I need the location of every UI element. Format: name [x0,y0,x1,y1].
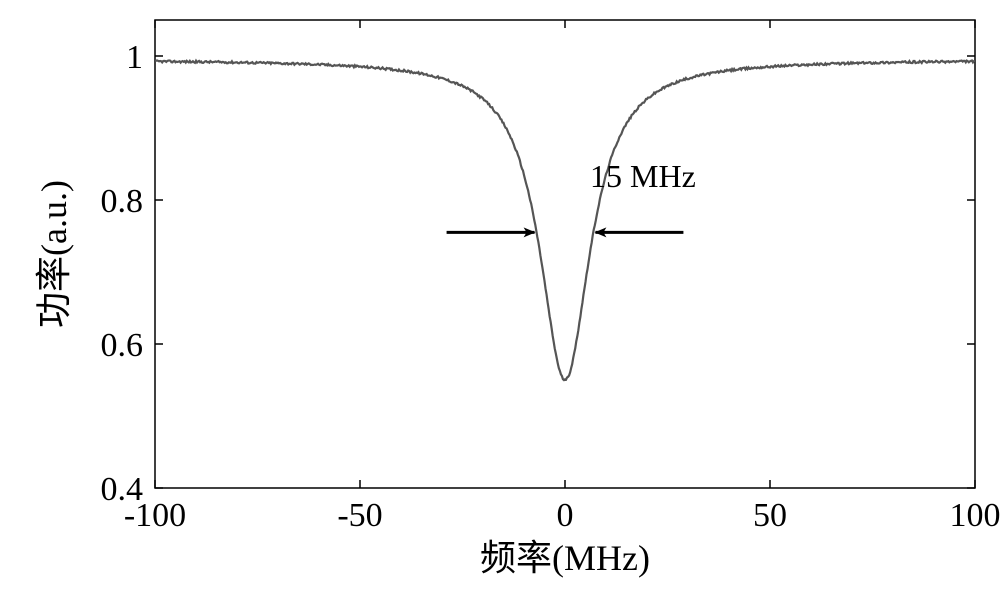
svg-text:50: 50 [753,497,787,534]
svg-text:100: 100 [950,497,1000,534]
svg-text:1: 1 [126,39,143,76]
x-axis-label: 频率(MHz) [480,538,650,578]
svg-text:0.6: 0.6 [101,327,144,364]
svg-text:0.4: 0.4 [101,471,144,508]
spectral-line-chart: -100-500501000.40.60.81频率(MHz)功率(a.u.)15… [0,0,1000,595]
svg-text:0.8: 0.8 [101,183,144,220]
y-axis-label: 功率(a.u.) [34,180,74,328]
svg-text:0: 0 [557,497,574,534]
svg-text:-50: -50 [337,497,382,534]
fwhm-label: 15 MHz [590,158,696,194]
